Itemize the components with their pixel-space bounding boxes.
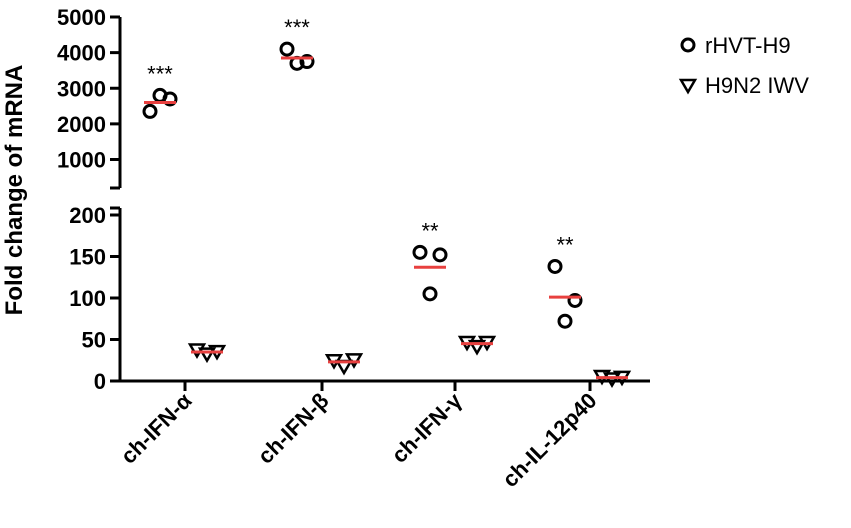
data-point <box>680 37 696 53</box>
data-point <box>162 91 178 107</box>
y-tick-label: 4000 <box>57 41 106 66</box>
x-tick-label: ch-IFN-β <box>253 388 334 469</box>
significance-label: ** <box>556 232 574 257</box>
y-tick-label: 0 <box>94 369 106 394</box>
data-point <box>678 78 698 95</box>
significance-label: ** <box>421 218 439 243</box>
data-point <box>602 372 622 388</box>
x-tick-label: ch-IFN-α <box>116 388 197 469</box>
y-tick-label: 1000 <box>57 148 106 173</box>
significance-label: *** <box>284 15 310 40</box>
y-tick-label: 150 <box>69 245 106 270</box>
y-tick-label: 2000 <box>57 112 106 137</box>
data-point <box>142 103 158 119</box>
data-point <box>279 41 295 57</box>
data-point <box>197 347 217 364</box>
data-point <box>567 292 583 308</box>
data-point <box>547 258 563 274</box>
data-point <box>422 286 438 302</box>
data-point <box>412 244 428 260</box>
data-point <box>432 247 448 263</box>
y-tick-label: 200 <box>69 203 106 228</box>
y-axis-label: Fold change of mRNA <box>1 65 28 316</box>
data-point <box>467 339 487 356</box>
legend-label: H9N2 IWV <box>705 73 809 98</box>
x-tick-label: ch-IL-12p40 <box>497 388 601 492</box>
y-tick-label: 100 <box>69 286 106 311</box>
y-tick-label: 5000 <box>57 5 106 30</box>
legend-label: rHVT-H9 <box>705 33 791 58</box>
data-point <box>299 54 315 70</box>
y-tick-label: 50 <box>82 328 106 353</box>
significance-label: *** <box>147 61 173 86</box>
x-tick-label: ch-IFN-γ <box>387 387 467 467</box>
data-point <box>557 313 573 329</box>
y-tick-label: 3000 <box>57 76 106 101</box>
